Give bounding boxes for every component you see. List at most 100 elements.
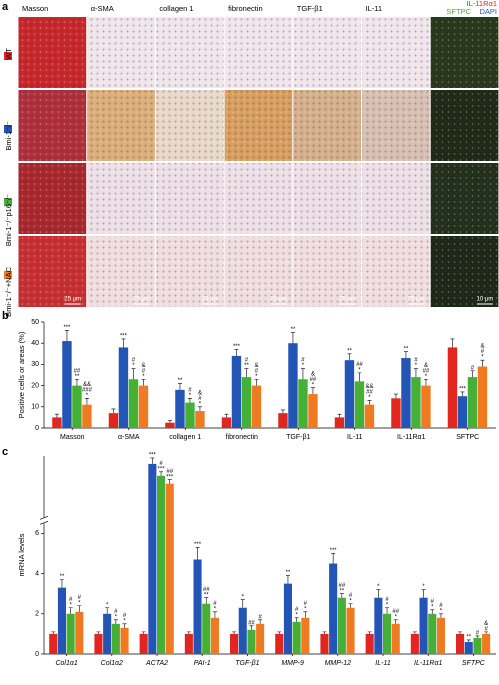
scale-bar-label: 25 μm: [133, 297, 150, 303]
bar: [411, 377, 421, 428]
significance-mark: *: [295, 612, 298, 618]
significance-mark: #: [414, 358, 418, 364]
significance-mark: #: [301, 358, 305, 364]
significance-mark: &: [254, 363, 258, 369]
bar: [298, 379, 308, 428]
significance-mark: ***: [149, 453, 157, 459]
significance-mark: *: [142, 374, 145, 380]
significance-mark: *: [115, 614, 118, 620]
scale-bar-label: 25 μm: [202, 297, 219, 303]
significance-mark: #: [188, 387, 192, 393]
scale-bar-label: 25 μm: [408, 297, 425, 303]
significance-mark: *: [377, 584, 380, 590]
significance-mark: #: [69, 597, 73, 603]
error-bar: [59, 579, 64, 588]
significance-mark: #: [78, 595, 82, 601]
error-bar: [458, 631, 463, 634]
significance-mark: *: [422, 584, 425, 590]
significance-mark: **: [75, 374, 80, 380]
significance-mark: #: [159, 461, 163, 467]
significance-mark: #: [385, 597, 389, 603]
x-tick-label: Col1α1: [55, 660, 77, 667]
column-header: IL-11: [366, 4, 383, 13]
significance-mark: **: [178, 378, 183, 384]
micrograph-texture: [362, 236, 430, 307]
column-header: fibronectin: [228, 4, 263, 13]
error-bar: [244, 368, 249, 378]
significance-mark: #: [484, 626, 488, 632]
x-tick-label: IL-11Rα1: [397, 434, 426, 441]
error-bar: [285, 575, 290, 584]
micrograph-texture: [224, 17, 293, 88]
micrograph-texture: [362, 90, 430, 161]
panel-label: c: [2, 446, 8, 458]
x-tick-label: SFTPC: [462, 660, 486, 667]
significance-mark: #: [258, 614, 262, 620]
bar: [334, 417, 345, 428]
error-bar: [460, 391, 465, 397]
significance-mark: #: [198, 396, 202, 402]
y-tick-label: 2: [35, 611, 39, 618]
bar: [111, 623, 120, 654]
error-bar: [322, 631, 327, 634]
error-bar: [331, 553, 336, 564]
x-tick-label: Masson: [60, 434, 85, 441]
panel-label: b: [2, 310, 9, 322]
error-bar: [195, 547, 200, 560]
bar: [346, 607, 355, 654]
significance-mark: &: [424, 363, 428, 369]
significance-mark: #: [123, 613, 127, 619]
significance-mark: ***: [459, 387, 467, 393]
error-bar: [480, 359, 485, 367]
x-tick-label: fibronectin: [226, 434, 258, 441]
bar: [118, 347, 129, 428]
significance-mark: ##: [392, 609, 399, 615]
significance-mark: ##: [423, 368, 430, 374]
bar: [185, 402, 195, 428]
error-bar: [177, 383, 182, 390]
x-tick-label: collagen 1: [169, 434, 201, 441]
significance-mark: #: [349, 593, 353, 599]
row-swatch: [4, 198, 12, 206]
significance-mark: *: [255, 374, 258, 380]
bar: [391, 623, 400, 654]
error-bar: [64, 330, 69, 342]
significance-mark: ***: [166, 474, 174, 480]
error-bar: [300, 368, 305, 380]
bar: [184, 633, 193, 654]
error-bar: [141, 631, 146, 634]
error-bar: [450, 338, 455, 348]
row-swatch: [4, 125, 12, 133]
bar: [477, 366, 488, 428]
error-bar: [159, 471, 164, 476]
significance-mark: ##: [356, 362, 363, 368]
bar: [175, 389, 185, 428]
error-bar: [393, 619, 398, 624]
x-tick-label: Col1α2: [101, 660, 123, 667]
bar: [275, 633, 284, 654]
significance-mark: **: [340, 588, 345, 594]
y-tick-label: 0: [35, 651, 39, 658]
axis-break: [39, 520, 49, 525]
significance-mark: ***: [120, 334, 128, 340]
error-bar: [367, 631, 372, 634]
bar: [482, 633, 491, 654]
bar: [231, 355, 242, 428]
y-tick-label: 0: [35, 425, 39, 432]
micrograph-texture: [293, 236, 361, 307]
bar: [292, 621, 301, 654]
bar: [354, 381, 365, 428]
bar: [128, 379, 139, 428]
y-axis-label: mRNA levels: [17, 533, 26, 576]
significance-mark: &&: [83, 382, 91, 388]
bar: [456, 633, 465, 654]
error-bar: [367, 400, 372, 405]
significance-mark: *: [481, 355, 484, 361]
x-tick-label: IL-11: [375, 660, 391, 667]
row-swatch: [4, 271, 12, 279]
error-bar: [357, 372, 362, 382]
bar: [75, 611, 84, 654]
bar: [251, 385, 262, 428]
error-bar: [122, 623, 127, 628]
